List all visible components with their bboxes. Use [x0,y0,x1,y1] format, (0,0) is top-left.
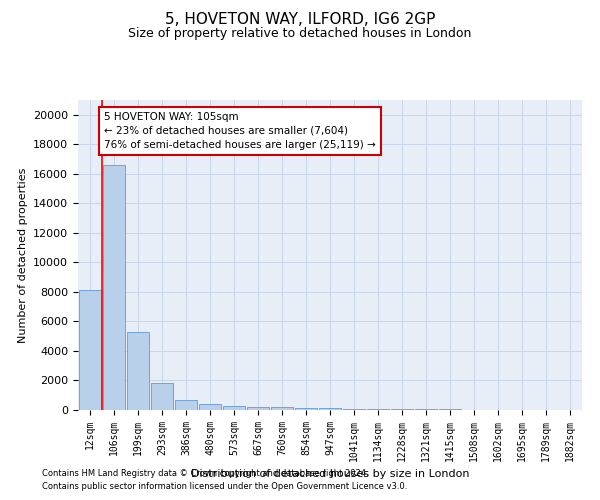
Bar [271,407,293,410]
Bar [223,406,245,410]
Bar [79,290,101,410]
Bar [199,404,221,410]
Bar [391,409,413,410]
Bar [127,332,149,410]
Bar [343,408,365,410]
Bar [175,400,197,410]
Bar [247,407,269,410]
Bar [367,409,389,410]
Text: Size of property relative to detached houses in London: Size of property relative to detached ho… [128,28,472,40]
Text: Contains HM Land Registry data © Crown copyright and database right 2024.: Contains HM Land Registry data © Crown c… [42,468,368,477]
X-axis label: Distribution of detached houses by size in London: Distribution of detached houses by size … [191,469,469,479]
Bar [295,408,317,410]
Bar [103,165,125,410]
Text: Contains public sector information licensed under the Open Government Licence v3: Contains public sector information licen… [42,482,407,491]
Bar [151,382,173,410]
Bar [319,408,341,410]
Text: 5 HOVETON WAY: 105sqm
← 23% of detached houses are smaller (7,604)
76% of semi-d: 5 HOVETON WAY: 105sqm ← 23% of detached … [104,112,376,150]
Text: 5, HOVETON WAY, ILFORD, IG6 2GP: 5, HOVETON WAY, ILFORD, IG6 2GP [165,12,435,28]
Y-axis label: Number of detached properties: Number of detached properties [17,168,28,342]
